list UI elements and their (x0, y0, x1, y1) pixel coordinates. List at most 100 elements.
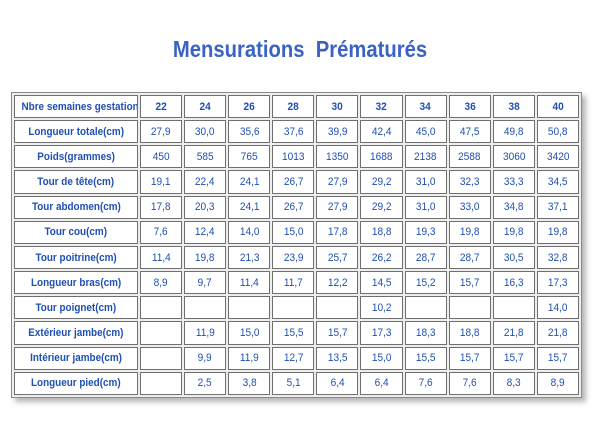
table-cell: 15,5 (404, 346, 447, 370)
cell-value: 3,8 (242, 377, 257, 390)
table-cell: 35,6 (228, 120, 271, 144)
table-cell: 1350 (316, 145, 359, 169)
table-cell: 11,7 (272, 271, 315, 295)
table-cell: 19,8 (184, 245, 227, 270)
row-label: Extérieur jambe(cm) (28, 326, 124, 339)
cell-value: 33,0 (459, 201, 480, 214)
table-cell: 19,8 (536, 220, 579, 244)
row-label: Intérieur jambe(cm) (30, 352, 122, 365)
header-text: 22 (155, 100, 167, 113)
table-cell: 2138 (404, 145, 447, 169)
table-cell: 13,5 (316, 346, 359, 370)
table-cell: 15,0 (360, 346, 403, 370)
row-label-cell: Longueur pied(cm) (14, 371, 138, 395)
header-cell-week: 22 (140, 95, 183, 119)
table-cell: 17,3 (360, 321, 403, 345)
cell-value: 32,8 (548, 251, 568, 264)
table-cell: 26,2 (360, 245, 403, 270)
row-label-cell: Tour de tête(cm) (14, 170, 138, 194)
table-cell: 32,8 (536, 245, 579, 270)
table-row: Tour poitrine(cm) 11,4 19,8 21,3 23,9 25,7 26,… (14, 245, 579, 270)
cell-value: 15,2 (415, 276, 436, 289)
table-row: Tour cou(cm) 7,6 12,4 14,0 15,0 17,8 18,8 19,3 1… (14, 220, 579, 244)
cell-value: 450 (152, 150, 170, 163)
row-label-cell: Tour poitrine(cm) (14, 245, 138, 270)
table-cell: 24,1 (228, 170, 271, 194)
header-cell-week: 30 (316, 95, 359, 119)
table-cell: 33,0 (448, 195, 491, 219)
table-row: Longueur bras(cm) 8,9 9,7 11,4 11,7 12,2 14,5 1… (14, 271, 579, 295)
table-cell: 18,8 (360, 220, 403, 244)
table-cell (140, 371, 183, 395)
header-cell-week: 34 (404, 95, 447, 119)
cell-value: 34,5 (548, 176, 568, 189)
table-cell: 1013 (272, 145, 315, 169)
header-cell-week: 28 (272, 95, 315, 119)
cell-value: 18,3 (415, 326, 436, 339)
row-label-cell: Tour cou(cm) (14, 220, 138, 244)
page-title: Mensurations Prématurés (172, 36, 428, 62)
table-cell: 19,8 (448, 220, 491, 244)
cell-value: 15,0 (371, 352, 392, 365)
cell-value: 2588 (458, 150, 481, 163)
cell-value: 32,3 (459, 176, 480, 189)
table-cell: 22,4 (184, 170, 227, 194)
cell-value: 33,3 (503, 176, 524, 189)
table-cell: 21,3 (228, 245, 271, 270)
table-cell: 15,0 (228, 321, 271, 345)
cell-value: 15,7 (548, 352, 568, 365)
table-cell: 5,1 (272, 371, 315, 395)
table-cell: 7,6 (448, 371, 491, 395)
table-cell: 14,0 (536, 296, 579, 320)
table-cell: 15,7 (536, 346, 579, 370)
table-cell: 14,5 (360, 271, 403, 295)
table-cell (404, 296, 447, 320)
table-cell: 30,0 (184, 120, 227, 144)
cell-value: 7,6 (418, 377, 433, 390)
table-cell: 30,5 (492, 245, 535, 270)
table-cell: 50,8 (536, 120, 579, 144)
table-cell: 15,5 (272, 321, 315, 345)
cell-value: 28,7 (415, 251, 436, 264)
cell-value: 21,3 (239, 251, 260, 264)
table-cell: 18,3 (404, 321, 447, 345)
table-cell: 3060 (492, 145, 535, 169)
cell-value: 24,1 (239, 176, 260, 189)
cell-value: 26,2 (371, 251, 392, 264)
table-cell: 42,4 (360, 120, 403, 144)
cell-value: 11,7 (283, 276, 303, 289)
header-cell-week: 32 (360, 95, 403, 119)
row-label-cell: Tour abdomen(cm) (14, 195, 138, 219)
table-cell: 8,9 (536, 371, 579, 395)
table-cell: 27,9 (316, 195, 359, 219)
cell-value: 19,3 (415, 226, 436, 239)
table-cell: 12,7 (272, 346, 315, 370)
cell-value: 37,1 (548, 201, 568, 214)
table-row: Longueur pied(cm) 2,5 3,8 5,1 6,4 6,4 7,6 7,6 8,… (14, 371, 579, 395)
cell-value: 19,8 (503, 226, 524, 239)
measurements-table-container: Nbre semaines gestation 22 24 26 28 30 32 34 36 3… (11, 92, 582, 398)
table-cell: 47,5 (448, 120, 491, 144)
cell-value: 11,9 (195, 326, 215, 339)
table-cell (228, 296, 271, 320)
table-cell: 24,1 (228, 195, 271, 219)
table-cell: 39,9 (316, 120, 359, 144)
row-label-cell: Intérieur jambe(cm) (14, 346, 138, 370)
table-cell: 37,6 (272, 120, 315, 144)
table-cell: 9,9 (184, 346, 227, 370)
table-cell: 21,8 (536, 321, 579, 345)
cell-value: 15,7 (503, 352, 524, 365)
header-cell-week: 24 (184, 95, 227, 119)
row-label-cell: Tour poignet(cm) (14, 296, 138, 320)
table-cell (140, 296, 183, 320)
table-cell: 17,8 (140, 195, 183, 219)
table-cell: 21,8 (492, 321, 535, 345)
row-label-cell: Longueur bras(cm) (14, 271, 138, 295)
header-text: 36 (464, 100, 476, 113)
cell-value: 12,4 (195, 226, 215, 239)
cell-value: 30,5 (503, 251, 524, 264)
table-cell: 12,4 (184, 220, 227, 244)
table-cell: 28,7 (448, 245, 491, 270)
cell-value: 45,0 (415, 125, 436, 138)
row-label: Tour poignet(cm) (35, 301, 117, 314)
